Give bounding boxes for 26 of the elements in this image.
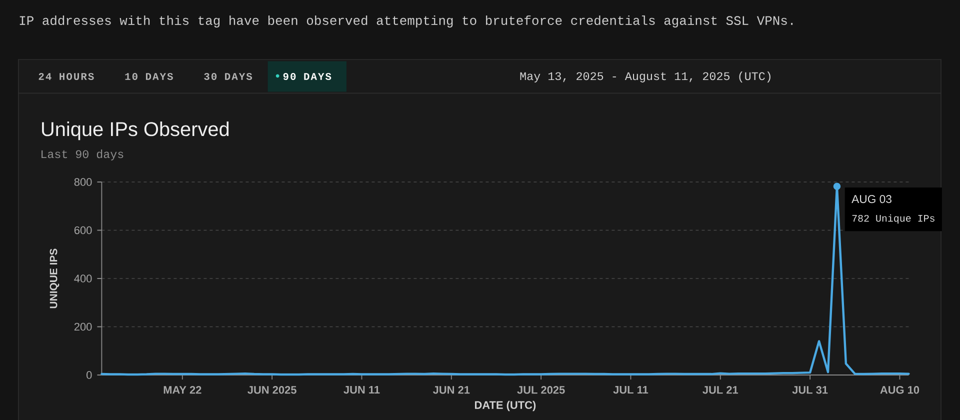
x-tick-label: AUG 10	[880, 386, 920, 394]
y-tick-label: 200	[74, 322, 92, 331]
text: 24 HOURS	[38, 72, 94, 80]
annotation: 782 Unique IPs	[852, 214, 934, 224]
chart-title: Unique IPs Observed	[42, 122, 229, 140]
y-tick-label: 0	[86, 371, 92, 379]
annotation: AUG 03	[852, 195, 892, 204]
y-tick-label: 800	[74, 178, 92, 186]
x-tick-label: JUN 2025	[248, 386, 296, 394]
x-tick-label: MAY 22	[164, 386, 202, 394]
x-axis-title: DATE (UTC)	[474, 400, 536, 412]
y-tick-label: 400	[74, 274, 92, 282]
text: 90 DAYS	[283, 72, 332, 80]
text: IP addresses with this tag have been observed attempting to bruteforce credentials against SSL VPNs.	[20, 15, 793, 28]
x-tick-label: JUL 11	[613, 386, 648, 394]
text: May 13, 2025 - August 11, 2025 (UTC)	[520, 72, 770, 82]
text: 10 DAYS	[125, 72, 173, 80]
x-tick-label: JUL 31	[792, 386, 828, 394]
text: 30 DAYS	[204, 72, 252, 80]
x-tick-label: JUL 2025	[517, 386, 565, 394]
x-tick-label: JUL 21	[702, 386, 738, 394]
chart-subtitle: Last 90 days	[42, 150, 124, 160]
y-tick-label: 600	[74, 226, 92, 234]
y-axis-title: UNIQUE IPS	[50, 248, 60, 308]
x-tick-label: JUN 11	[344, 386, 380, 394]
x-tick-label: JUN 21	[432, 386, 470, 394]
